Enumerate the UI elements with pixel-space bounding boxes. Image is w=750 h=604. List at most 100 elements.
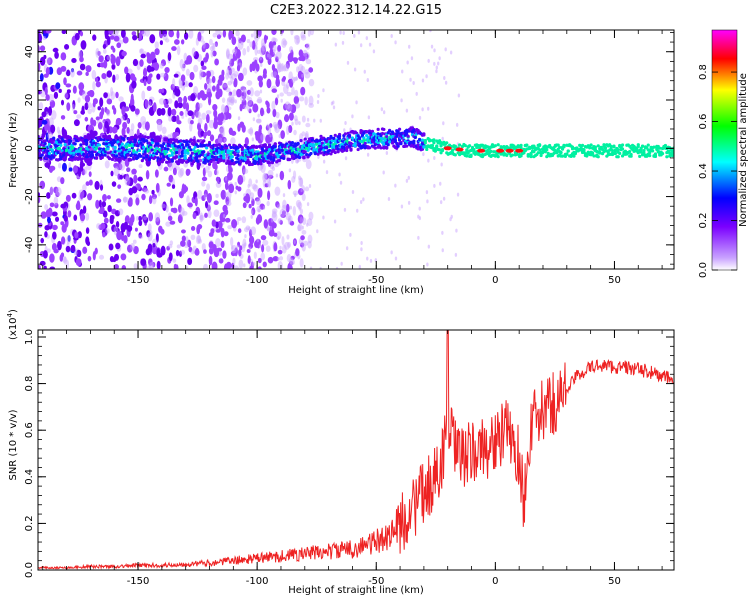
spectrogram-band-cell xyxy=(270,149,274,153)
spectrogram-band-cell xyxy=(240,148,244,152)
spectrogram-band-cell xyxy=(52,136,56,140)
spectrogram-noise-cell xyxy=(223,231,229,237)
spectrogram-noise-cell xyxy=(190,234,196,241)
spectrogram-noise-cell xyxy=(279,92,284,97)
spectrogram-band-cell xyxy=(382,127,386,132)
spectrogram-noise-cell xyxy=(132,58,139,67)
snr-y-exponent-suffix: ) xyxy=(8,309,19,313)
spectrogram-band-cell xyxy=(103,153,107,157)
spectrogram-noise-cell xyxy=(279,256,284,261)
spectrogram-noise-cell xyxy=(247,128,254,135)
colorbar-tick-label: 0.6 xyxy=(698,114,709,130)
spectrogram-noise-cell xyxy=(390,33,393,38)
spectrogram-noise-cell xyxy=(168,252,173,262)
spectrogram-band-cell xyxy=(267,143,272,147)
spectrogram-noise-cell xyxy=(106,35,111,46)
spectrogram-noise-cell xyxy=(282,65,287,72)
colorbar-gradient xyxy=(711,29,738,271)
spectrogram-noise-cell xyxy=(295,199,302,208)
spectrogram-noise-cell xyxy=(362,197,365,202)
spectrogram-band-cell xyxy=(399,141,403,146)
spectrogram-noise-cell xyxy=(46,192,51,199)
spectrogram-noise-cell xyxy=(87,193,93,201)
spectrogram-noise-cell xyxy=(190,249,195,255)
spectrogram-band-cell xyxy=(105,142,109,146)
spectrogram-noise-cell xyxy=(228,127,233,136)
spectrogram-noise-cell xyxy=(406,60,409,65)
spectrogram-noise-cell xyxy=(87,108,92,115)
spectrogram-noise-cell xyxy=(266,101,270,109)
spectrogram-noise-cell xyxy=(279,208,286,218)
spectrogram-band-cell xyxy=(190,151,194,155)
spectrogram-band-cell xyxy=(373,146,377,150)
spectrogram-band-cell xyxy=(580,143,585,147)
spectrogram-noise-cell xyxy=(138,48,145,55)
spectrogram-noise-cell xyxy=(45,111,49,118)
spectrogram-noise-cell xyxy=(193,85,199,96)
spectrogram-noise-cell xyxy=(308,102,314,108)
spectrogram-noise-cell xyxy=(101,201,107,208)
spectrogram-noise-cell xyxy=(78,168,82,177)
spectrogram-noise-cell xyxy=(255,45,258,50)
spectrogram-band-cell xyxy=(493,144,497,148)
spectrogram-peak-cell xyxy=(505,148,514,153)
spectrogram-noise-cell xyxy=(287,264,293,269)
spectrogram-noise-cell xyxy=(251,261,256,266)
spectrogram-noise-cell xyxy=(266,200,270,207)
spectrogram-noise-cell xyxy=(106,55,112,61)
spectrogram-noise-cell xyxy=(99,97,104,108)
spectrogram-noise-cell xyxy=(211,219,217,227)
spectrogram-noise-cell xyxy=(148,73,153,78)
spectrogram-noise-cell xyxy=(77,97,81,103)
spectrogram-noise-cell xyxy=(114,210,121,217)
spectrogram-noise-cell xyxy=(99,62,106,68)
spectrogram-noise-cell xyxy=(236,244,239,249)
spectrogram-band-cell xyxy=(582,148,586,152)
spectrogram-band-cell xyxy=(322,148,326,152)
spectrogram-noise-cell xyxy=(210,49,214,58)
spectrogram-noise-cell xyxy=(235,49,241,59)
spectrogram-band-cell xyxy=(653,152,658,156)
spectrogram-band-cell xyxy=(106,151,110,155)
spectrogram-band-cell xyxy=(180,143,184,147)
spectrogram-noise-cell xyxy=(133,174,138,184)
spectrogram-noise-cell xyxy=(360,241,363,246)
spectrogram-noise-cell xyxy=(111,126,118,134)
spectrogram-noise-cell xyxy=(121,127,126,137)
spectrogram-noise-cell xyxy=(293,35,300,40)
spectrogram-band-cell xyxy=(396,144,400,148)
spectrogram-noise-cell xyxy=(343,207,347,212)
spectrogram-noise-cell xyxy=(84,95,91,103)
spectrogram-noise-cell xyxy=(208,255,213,266)
spectrogram-noise-cell xyxy=(294,35,301,45)
spectrogram-noise-cell xyxy=(293,129,297,136)
spectrogram-band-cell xyxy=(102,134,106,139)
spectrogram-noise-cell xyxy=(228,30,232,41)
spectrogram-noise-cell xyxy=(101,72,107,80)
spectrogram-band-cell xyxy=(159,152,163,156)
y-tick-label: 0.8 xyxy=(24,376,35,392)
spectrogram-band-cell xyxy=(259,162,263,166)
spectrogram-noise-cell xyxy=(160,245,166,256)
spectrogram-noise-cell xyxy=(353,67,357,72)
spectrogram-noise-cell xyxy=(197,122,202,131)
spectrogram-noise-cell xyxy=(39,260,46,266)
spectrogram-noise-cell xyxy=(300,34,307,41)
spectrogram-noise-cell xyxy=(201,65,207,71)
spectrogram-noise-cell xyxy=(181,229,186,234)
spectrogram-noise-cell xyxy=(56,67,63,76)
spectrogram-noise-cell xyxy=(39,73,44,82)
spectrogram-noise-cell xyxy=(128,197,133,205)
spectrogram-noise-cell xyxy=(213,109,218,118)
spectrogram-noise-cell xyxy=(98,209,105,214)
spectrogram-noise-cell xyxy=(287,179,292,190)
spectrogram-band-cell xyxy=(156,156,160,160)
spectrogram-noise-cell xyxy=(213,120,218,130)
spectrogram-noise-cell xyxy=(339,180,343,185)
spectrogram-band-cell xyxy=(273,145,277,149)
spectrogram-band-cell xyxy=(290,141,294,145)
spectrogram-noise-cell xyxy=(160,107,166,116)
spectrogram-band-cell xyxy=(642,151,646,155)
spectrogram-noise-cell xyxy=(113,264,119,269)
spectrogram-noise-cell xyxy=(279,245,282,250)
